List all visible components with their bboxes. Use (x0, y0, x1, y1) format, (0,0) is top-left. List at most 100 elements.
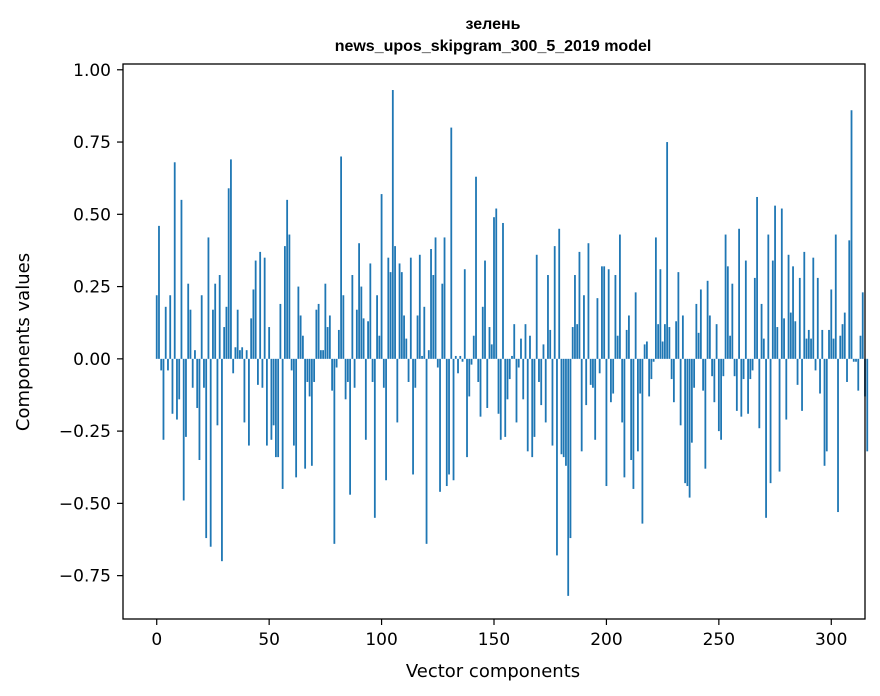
bar-277 (778, 358, 781, 472)
bar-248 (713, 358, 716, 403)
bar-141 (472, 335, 475, 359)
bar-100 (380, 194, 383, 359)
bar-261 (742, 358, 745, 380)
bar-306 (843, 312, 846, 359)
bar-177 (553, 246, 556, 359)
bar-313 (859, 335, 862, 359)
bar-220 (650, 358, 653, 380)
bar-13 (185, 358, 187, 437)
bar-293 (814, 358, 817, 371)
bar-48 (263, 257, 266, 359)
bar-150 (493, 217, 495, 359)
bar-169 (535, 254, 538, 359)
bar-165 (526, 358, 529, 452)
bar-40 (245, 350, 248, 359)
bar-4 (164, 306, 167, 359)
bar-246 (708, 315, 711, 359)
bar-103 (387, 257, 390, 359)
bar-262 (744, 260, 747, 359)
bar-15 (189, 309, 192, 359)
bar-113 (409, 257, 412, 359)
bar-274 (771, 260, 774, 359)
bar-308 (848, 240, 851, 359)
bar-289 (805, 338, 808, 359)
bar-236 (686, 358, 689, 487)
bar-92 (362, 318, 365, 359)
bar-21 (203, 358, 205, 388)
bar-137 (463, 269, 466, 359)
bar-173 (544, 358, 547, 423)
bar-131 (450, 127, 453, 359)
bar-133 (454, 355, 457, 359)
bar-170 (538, 358, 540, 382)
bar-18 (196, 358, 199, 408)
bar-212 (632, 358, 635, 489)
bar-166 (529, 335, 531, 359)
bar-187 (576, 324, 579, 359)
bar-132 (452, 358, 455, 481)
bar-10 (178, 358, 181, 400)
bar-310 (852, 358, 855, 362)
bar-285 (796, 358, 799, 385)
bar-198 (601, 266, 603, 359)
bar-126 (439, 358, 441, 492)
bar-33 (230, 159, 232, 359)
bar-37 (239, 350, 241, 359)
bar-68 (308, 358, 311, 397)
bar-210 (628, 315, 630, 359)
bar-97 (373, 358, 376, 518)
bar-232 (677, 272, 680, 359)
bar-214 (637, 358, 639, 452)
bar-305 (841, 324, 844, 359)
bar-31 (225, 306, 228, 359)
bar-259 (738, 228, 740, 359)
bar-84 (344, 358, 347, 400)
bar-284 (794, 321, 797, 359)
bar-227 (666, 142, 669, 359)
bar-192 (587, 243, 590, 359)
bar-280 (785, 358, 788, 420)
bar-250 (717, 358, 720, 432)
bar-294 (816, 277, 819, 359)
bar-167 (531, 358, 534, 458)
bar-76 (326, 327, 329, 359)
bar-142 (475, 176, 477, 359)
bar-8 (173, 162, 176, 359)
bar-242 (699, 289, 702, 359)
bar-90 (358, 243, 360, 359)
bar-80 (335, 358, 338, 368)
bar-152 (497, 358, 500, 414)
bar-115 (414, 358, 417, 388)
bar-309 (850, 110, 853, 359)
plot-frame (122, 63, 866, 620)
bar-245 (706, 280, 709, 359)
bar-143 (477, 358, 480, 382)
bar-73 (319, 350, 322, 359)
bar-104 (389, 272, 392, 359)
bar-122 (430, 249, 432, 359)
bar-24 (209, 358, 212, 547)
bar-5 (167, 358, 169, 371)
bar-77 (328, 315, 331, 359)
bar-182 (565, 358, 567, 466)
bar-228 (668, 327, 671, 359)
bar-224 (659, 269, 662, 359)
bar-144 (479, 358, 482, 417)
bar-190 (583, 295, 585, 359)
bar-145 (481, 306, 484, 359)
bar-17 (194, 350, 196, 359)
bar-238 (690, 358, 693, 443)
bar-295 (819, 358, 821, 394)
bar-2 (160, 358, 163, 371)
bar-1 (158, 225, 160, 359)
bar-268 (758, 358, 761, 429)
bar-240 (695, 303, 698, 359)
bar-163 (522, 358, 525, 400)
bar-159 (513, 324, 516, 359)
bar-124 (434, 237, 437, 359)
bar-111 (405, 338, 408, 359)
bar-16 (191, 358, 194, 388)
bar-151 (495, 208, 498, 359)
x-tick-label: 50 (258, 630, 280, 650)
bar-107 (396, 358, 399, 423)
